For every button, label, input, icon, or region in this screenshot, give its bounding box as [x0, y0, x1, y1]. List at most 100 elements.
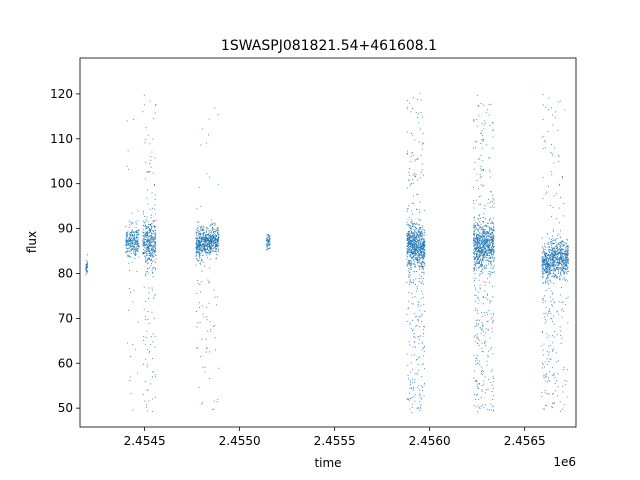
data-point [417, 260, 419, 262]
data-point [421, 253, 423, 255]
data-point [127, 230, 129, 232]
data-point [490, 370, 492, 372]
data-point [473, 226, 475, 227]
data-point [493, 236, 495, 238]
data-point [209, 252, 211, 254]
data-point [421, 343, 423, 345]
data-point [410, 267, 412, 268]
data-point [217, 238, 219, 240]
data-point [210, 252, 211, 254]
data-point [412, 240, 414, 242]
data-point [208, 237, 210, 239]
data-point [413, 261, 415, 263]
data-point [423, 351, 425, 353]
data-point [268, 245, 270, 247]
data-point [545, 106, 547, 108]
data-point [563, 258, 565, 260]
data-point [216, 401, 218, 403]
data-point [408, 232, 409, 234]
data-point [412, 235, 414, 236]
data-point [482, 228, 484, 230]
data-point [211, 227, 213, 229]
data-point [542, 263, 544, 265]
data-point [549, 272, 551, 274]
data-point [149, 248, 150, 250]
data-point [422, 243, 424, 245]
data-point [410, 257, 412, 259]
data-point [210, 239, 212, 241]
data-point [541, 258, 543, 260]
data-point [143, 225, 145, 226]
data-point [145, 237, 147, 239]
data-point [151, 151, 153, 153]
data-point [554, 117, 556, 119]
data-point [150, 156, 152, 158]
data-point [475, 256, 477, 258]
data-point [142, 252, 144, 254]
data-point [490, 248, 491, 250]
data-point [551, 238, 552, 240]
data-point [148, 239, 150, 241]
data-point [267, 244, 269, 246]
data-point [490, 243, 492, 245]
data-point [410, 111, 412, 113]
data-point [482, 239, 484, 241]
data-point [136, 243, 138, 245]
data-point [419, 245, 421, 247]
data-point [565, 263, 567, 265]
data-point [198, 250, 200, 252]
data-point [550, 171, 552, 173]
data-point [485, 264, 487, 266]
data-point [420, 263, 422, 265]
data-point [421, 265, 423, 267]
data-point [555, 244, 557, 246]
data-point [149, 351, 151, 353]
data-point [543, 312, 545, 314]
data-point [137, 237, 139, 238]
data-point [129, 245, 130, 247]
data-point [477, 229, 479, 231]
data-point [559, 272, 561, 274]
data-point [151, 245, 153, 247]
data-point [414, 237, 416, 238]
data-point [210, 234, 211, 236]
data-point [409, 231, 411, 233]
data-point [418, 249, 420, 251]
data-point [561, 252, 563, 254]
data-point [492, 254, 494, 256]
data-point [419, 233, 421, 235]
data-point [147, 231, 148, 233]
data-point [421, 243, 423, 245]
data-point [142, 232, 144, 234]
data-point [547, 363, 548, 365]
data-point [493, 237, 494, 239]
data-point [151, 234, 153, 236]
data-point [135, 223, 137, 225]
data-point [481, 347, 483, 349]
data-point [550, 262, 552, 264]
data-point [422, 233, 424, 235]
data-point [205, 237, 207, 239]
data-point [417, 251, 419, 253]
data-point [409, 239, 411, 241]
data-point [552, 265, 553, 267]
data-point [562, 270, 564, 272]
data-point [489, 261, 491, 262]
data-point [205, 244, 207, 246]
data-point [562, 252, 564, 254]
data-point [480, 255, 482, 257]
data-point [417, 218, 419, 220]
data-point [482, 316, 484, 318]
data-point [197, 279, 198, 281]
data-point [477, 247, 479, 249]
data-point [152, 289, 153, 291]
data-point [145, 218, 147, 220]
data-point [420, 227, 422, 229]
data-point [423, 273, 425, 275]
data-point [492, 254, 494, 256]
data-point [125, 251, 127, 253]
data-point [489, 227, 491, 229]
data-point [131, 248, 133, 250]
data-point [410, 362, 412, 364]
data-point [477, 258, 478, 260]
